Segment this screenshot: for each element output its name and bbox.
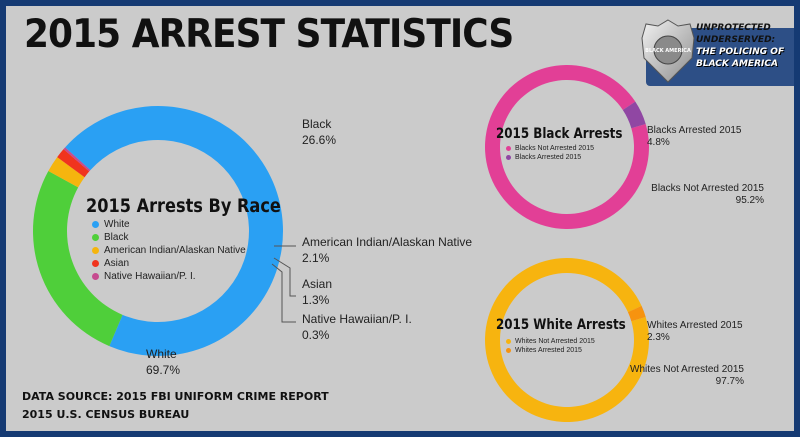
legend-label: Whites Arrested 2015	[515, 347, 582, 354]
black-arrests-donut	[485, 65, 650, 230]
badge-title: UNPROTECTED UNDERSERVED: THE POLICING OF…	[696, 22, 784, 70]
legend-label: Asian	[104, 258, 130, 269]
legend-label: Black	[104, 232, 129, 243]
race-legend: White Black American Indian/Alaskan Nati…	[92, 218, 246, 283]
label-blacks-not-arrested: Blacks Not Arrested 2015 95.2%	[626, 183, 764, 207]
label-value: 26.6%	[302, 133, 337, 147]
legend-item-nhpi: Native Hawaiian/P. I.	[92, 270, 246, 283]
white-arrests-donut	[484, 258, 650, 423]
label-name: Black	[302, 117, 332, 131]
legend-swatch-white	[92, 221, 99, 228]
label-value: 0.3%	[302, 328, 330, 342]
label-name: Blacks Not Arrested 2015	[651, 183, 764, 194]
legend-item-white: White	[92, 218, 246, 231]
legend-label: Blacks Arrested 2015	[515, 154, 582, 161]
label-value: 97.7%	[715, 376, 744, 387]
label-whites-not-arrested: Whites Not Arrested 2015 97.7%	[626, 364, 744, 388]
data-source-line2: 2015 U.S. CENSUS BUREAU	[22, 408, 190, 421]
legend-swatch-magenta	[506, 146, 511, 151]
shield-text: BLACK AMERICA	[645, 48, 691, 54]
label-blacks-arrested: Blacks Arrested 2015 4.8%	[647, 125, 742, 149]
legend-item-blacks-arrested: Blacks Arrested 2015	[506, 153, 594, 162]
label-black: Black 26.6%	[302, 116, 336, 148]
donut-slice-american-indian-alaskan-native	[48, 157, 85, 188]
label-value: 2.3%	[647, 332, 670, 343]
badge-logo: BLACK AMERICA UNPROTECTED UNDERSERVED: T…	[638, 18, 794, 86]
donut-slice-blacks-arrested-2015	[622, 101, 646, 129]
legend-label: Whites Not Arrested 2015	[515, 338, 595, 345]
legend-item-blacks-not-arrested: Blacks Not Arrested 2015	[506, 144, 594, 153]
leader-line	[271, 263, 296, 323]
black-chart-title: 2015 Black Arrests	[496, 126, 623, 142]
legend-item-aian: American Indian/Alaskan Native	[92, 244, 246, 257]
label-name: Native Hawaiian/P. I.	[302, 312, 412, 326]
infographic-panel: 2015 ARREST STATISTICS 2015 Arrests By R…	[6, 6, 794, 431]
label-aian: American Indian/Alaskan Native 2.1%	[302, 234, 472, 266]
police-shield-icon: BLACK AMERICA	[641, 19, 695, 83]
label-name: American Indian/Alaskan Native	[302, 235, 473, 249]
legend-item-whites-arrested: Whites Arrested 2015	[506, 346, 595, 355]
label-name: Asian	[302, 277, 333, 291]
label-white: White 69.7%	[146, 346, 180, 378]
legend-item-asian: Asian	[92, 257, 246, 270]
donut-slice-whites-arrested-2015	[627, 305, 646, 322]
label-value: 2.1%	[302, 251, 330, 265]
black-legend: Blacks Not Arrested 2015 Blacks Arrested…	[506, 144, 594, 162]
badge-line-4: BLACK AMERICA	[696, 59, 778, 69]
label-name: White	[146, 347, 177, 361]
label-value: 95.2%	[735, 195, 764, 206]
race-donut	[32, 106, 283, 357]
data-source-line1: DATA SOURCE: 2015 FBI UNIFORM CRIME REPO…	[22, 390, 329, 403]
label-name: Whites Not Arrested 2015	[630, 364, 744, 375]
legend-swatch-aian	[92, 247, 99, 254]
leader-lines	[271, 245, 296, 323]
leader-line	[273, 257, 296, 297]
donut-slice-white	[65, 106, 283, 357]
legend-swatch-orange	[506, 348, 511, 353]
label-name: Whites Arrested 2015	[647, 320, 743, 331]
donut-charts	[32, 65, 650, 423]
label-value: 1.3%	[302, 293, 330, 307]
legend-label: White	[104, 219, 130, 230]
badge-line-1: UNPROTECTED	[696, 23, 771, 33]
legend-label: Blacks Not Arrested 2015	[515, 145, 594, 152]
legend-swatch-yellow	[506, 339, 511, 344]
donut-slice-native-hawaiian-p-i-	[63, 147, 91, 172]
page-title: 2015 ARREST STATISTICS	[24, 12, 514, 57]
legend-label: American Indian/Alaskan Native	[104, 245, 246, 256]
white-legend: Whites Not Arrested 2015 Whites Arrested…	[506, 337, 595, 355]
legend-swatch-asian	[92, 260, 99, 267]
label-value: 4.8%	[647, 137, 670, 148]
donut-slice-asian	[57, 149, 90, 178]
race-chart-title: 2015 Arrests By Race	[86, 195, 281, 217]
label-name: Blacks Arrested 2015	[647, 125, 742, 136]
legend-item-black: Black	[92, 231, 246, 244]
white-chart-title: 2015 White Arrests	[496, 317, 626, 333]
label-value: 69.7%	[146, 363, 181, 377]
label-nhpi: Native Hawaiian/P. I. 0.3%	[302, 311, 412, 343]
badge-line-3: THE POLICING OF	[696, 47, 785, 57]
legend-swatch-purple	[506, 155, 511, 160]
legend-swatch-nhpi	[92, 273, 99, 280]
legend-swatch-black	[92, 234, 99, 241]
label-whites-arrested: Whites Arrested 2015 2.3%	[647, 320, 743, 344]
donut-slice-black	[32, 171, 123, 347]
badge-line-2: UNDERSERVED:	[696, 35, 776, 45]
label-asian: Asian 1.3%	[302, 276, 332, 308]
legend-label: Native Hawaiian/P. I.	[104, 271, 196, 282]
legend-item-whites-not-arrested: Whites Not Arrested 2015	[506, 337, 595, 346]
